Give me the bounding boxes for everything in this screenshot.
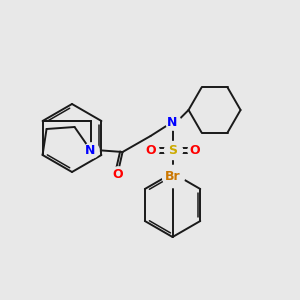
Text: S: S [168,143,177,157]
Text: N: N [167,116,178,128]
Text: O: O [112,167,123,181]
Text: Br: Br [165,169,180,182]
Text: N: N [85,143,96,157]
Text: O: O [189,143,200,157]
Text: O: O [145,143,156,157]
